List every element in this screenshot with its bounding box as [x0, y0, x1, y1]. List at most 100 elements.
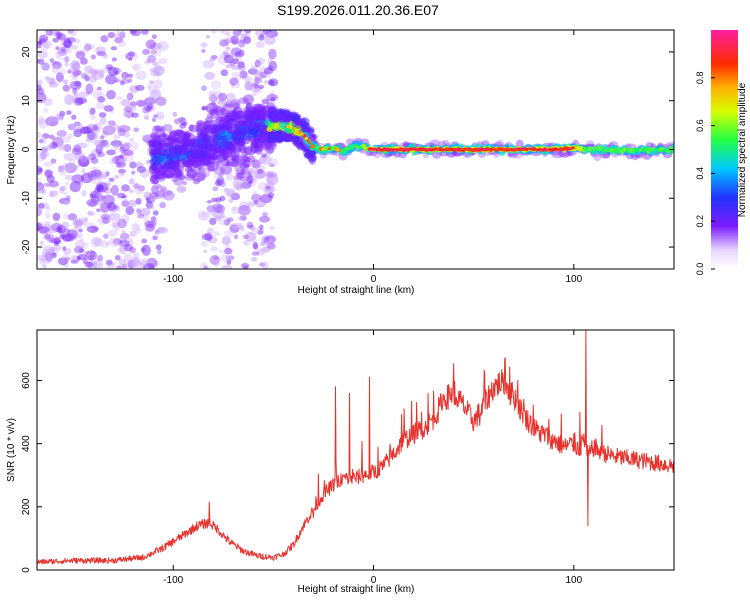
spectrogram-cell: [72, 164, 80, 169]
spectrogram-cell: [219, 108, 227, 115]
spectrogram-cell: [256, 115, 264, 122]
spectrogram-cell: [310, 144, 315, 149]
spectrogram-cell: [232, 30, 241, 36]
spectrogram-cell: [211, 30, 217, 34]
spectrogram-cell: [246, 224, 253, 229]
spectrogram-cell: [100, 202, 110, 213]
spectrogram-cell: [37, 177, 42, 184]
spectrogram-cell: [44, 211, 51, 219]
spectrogram-cell: [272, 115, 280, 123]
spectrogram-cell: [89, 191, 99, 199]
spectrogram-cell: [294, 122, 303, 129]
spectrogram-cell: [97, 96, 106, 103]
spectrogram-cell: [37, 88, 45, 96]
spectrogram-cell: [71, 174, 84, 184]
spectrogram-cell: [41, 42, 50, 51]
spectrogram-cell: [154, 125, 161, 131]
spectrogram-cell: [91, 69, 104, 80]
spectrogram-cell: [144, 115, 150, 120]
colorbar-tick-label: 0.6: [695, 119, 705, 132]
spectrogram-cell: [155, 111, 165, 120]
spectrogram-cell: [244, 32, 251, 42]
spectrogram-cell: [219, 173, 224, 178]
spectrogram-cell: [69, 181, 81, 193]
spectrogram-cell: [239, 201, 250, 211]
spectrogram-cell: [149, 175, 159, 185]
spectrogram-cell: [233, 175, 241, 181]
spectrogram-cell: [123, 106, 133, 113]
spectrogram-cell: [155, 172, 161, 179]
spectrogram-cell: [60, 38, 70, 46]
spectrogram-cell: [226, 133, 233, 142]
spectrogram-cell: [90, 195, 100, 204]
spectrogram-cell: [97, 254, 104, 262]
spectrogram-cell: [112, 261, 117, 267]
spectrogram-cell: [98, 139, 107, 148]
spectrogram-cell: [205, 102, 219, 114]
spectrogram-cell: [65, 195, 71, 201]
spectrogram-cell: [302, 134, 306, 138]
spectrogram-cell: [215, 161, 223, 168]
spectrogram-cell: [129, 230, 137, 237]
spectrogram-cell: [129, 85, 140, 94]
spectrogram-cell: [40, 151, 47, 160]
spectrogram-cell: [129, 141, 139, 151]
spectrogram-cell: [258, 66, 270, 77]
spectrogram-cell: [145, 58, 151, 64]
spectrogram-cell: [166, 135, 178, 143]
spectrogram-cell: [177, 174, 186, 180]
spectrogram-cell: [162, 190, 175, 201]
spectrogram-cell: [255, 30, 267, 37]
spectrogram-cell: [178, 137, 189, 149]
spectrogram-cell: [162, 171, 167, 178]
colorbar-tick-label: 0.2: [695, 215, 705, 228]
spectrogram-cell: [173, 177, 184, 186]
spectrogram-cell: [77, 181, 84, 186]
spectrogram-cell: [225, 99, 233, 106]
spectrogram-cell: [264, 72, 272, 78]
spectrogram-cell: [115, 255, 121, 261]
spectrogram-cell: [189, 124, 194, 132]
spectrogram-cell: [107, 204, 120, 213]
spectrogram-cell: [269, 111, 274, 115]
spectrogram-cell: [210, 80, 222, 90]
spectrogram-cell: [149, 43, 157, 50]
spectrogram-cell: [135, 162, 144, 169]
spectrogram-cell: [151, 234, 159, 241]
spectrogram-cell: [260, 105, 271, 113]
spectrogram-cell: [78, 248, 85, 253]
spectrogram-cell: [69, 80, 82, 90]
spectrogram-cell: [80, 57, 88, 65]
spectrogram-cell: [52, 37, 59, 43]
spectrogram-cell: [242, 172, 251, 182]
spectrogram-cell: [129, 247, 136, 254]
spectrogram-cell: [227, 217, 234, 223]
spectrogram-cell: [223, 141, 234, 150]
spectrogram-cell: [253, 200, 259, 205]
spectrogram-cell: [231, 148, 242, 155]
spectrogram-cell: [171, 171, 180, 179]
spectrogram-cell: [198, 151, 204, 157]
spectrogram-cell: [129, 30, 137, 35]
spectrogram-cell: [122, 198, 128, 203]
spectrogram-cell: [155, 128, 166, 138]
spectrogram-cell: [263, 236, 270, 244]
spectrogram-cell: [257, 182, 269, 191]
spectrogram-cell: [250, 141, 258, 148]
spectrogram-cell: [239, 70, 248, 79]
spectrogram-cell: [180, 158, 187, 165]
spectrogram-cell: [102, 217, 110, 224]
spectrogram-cell: [84, 77, 91, 82]
spectrogram-cell: [263, 105, 273, 114]
spectrogram-cell: [81, 242, 89, 249]
spectrogram-cell: [252, 103, 263, 111]
spectrogram-cell: [235, 51, 240, 56]
spectrogram-cell: [108, 261, 114, 268]
spectrogram-cell: [268, 79, 275, 86]
spectrogram-cell: [218, 249, 225, 254]
spectrogram-cell: [261, 235, 272, 245]
spectrogram-cell: [243, 240, 250, 246]
spectrogram-cell: [74, 121, 81, 127]
spectrogram-cell: [145, 39, 157, 50]
